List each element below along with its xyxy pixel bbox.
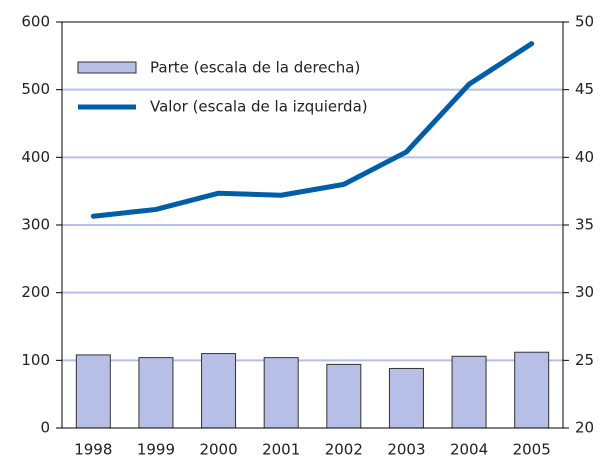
y-tick-label: 200 bbox=[21, 283, 50, 301]
line bbox=[90, 41, 535, 219]
y2-tick-label: 50 bbox=[575, 13, 594, 31]
y-tick-label: 100 bbox=[21, 351, 50, 369]
y-tick-label: 500 bbox=[21, 80, 50, 98]
legend-label: Parte (escala de la derecha) bbox=[150, 59, 360, 77]
y2-tick-label: 40 bbox=[575, 148, 594, 166]
legend-label: Valor (escala de la izquierda) bbox=[150, 98, 368, 116]
bar bbox=[514, 351, 550, 429]
x-tick-label: 2005 bbox=[513, 441, 551, 459]
y2-tick-label: 20 bbox=[575, 419, 594, 437]
y-tick-label: 0 bbox=[40, 419, 50, 437]
y2-tick-label: 35 bbox=[575, 216, 594, 234]
legend-swatch bbox=[77, 61, 137, 74]
y2-tick-label: 30 bbox=[575, 283, 594, 301]
bar bbox=[326, 363, 362, 429]
x-tick-label: 2002 bbox=[325, 441, 363, 459]
x-tick-label: 2000 bbox=[199, 441, 237, 459]
y2-tick-label: 25 bbox=[575, 351, 594, 369]
y2-tick-label: 45 bbox=[575, 80, 594, 98]
y-tick-label: 300 bbox=[21, 216, 50, 234]
x-tick-label: 2003 bbox=[387, 441, 425, 459]
bar bbox=[451, 355, 487, 429]
bar bbox=[263, 357, 299, 429]
bar bbox=[75, 354, 111, 429]
x-tick-label: 2001 bbox=[262, 441, 300, 459]
bar bbox=[388, 367, 424, 429]
bar bbox=[201, 353, 237, 429]
y-tick-label: 600 bbox=[21, 13, 50, 31]
y-tick-label: 400 bbox=[21, 148, 50, 166]
x-tick-label: 1999 bbox=[137, 441, 175, 459]
x-tick-label: 1998 bbox=[74, 441, 112, 459]
x-tick-label: 2004 bbox=[450, 441, 488, 459]
bar bbox=[138, 357, 174, 429]
